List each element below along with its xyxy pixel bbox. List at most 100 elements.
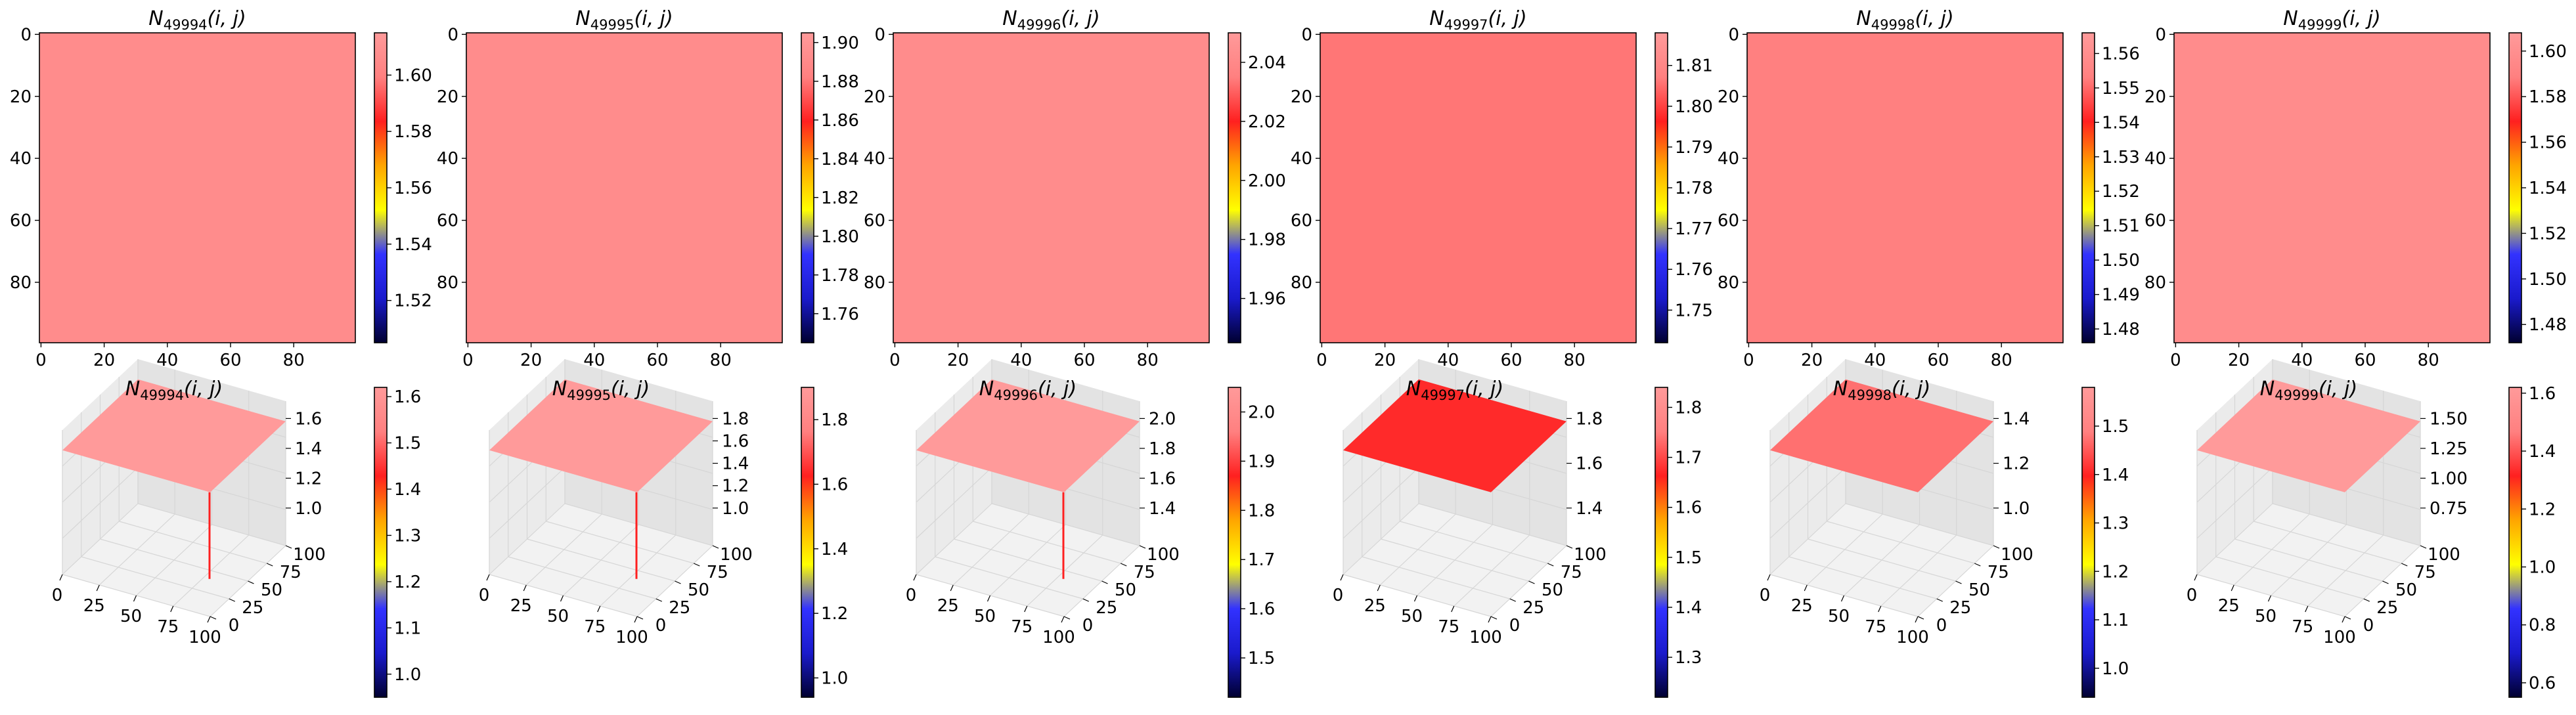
colorbar: [1654, 387, 1668, 698]
y-tick-label: 60: [2144, 211, 2166, 231]
x-tick-label: 0: [1333, 586, 1344, 605]
y-tick-label: 0: [874, 25, 885, 45]
z-tick-label: 1.4: [722, 454, 749, 474]
y-tick: [267, 563, 273, 567]
colorbar-tick-label: 1.0: [2529, 557, 2556, 577]
y-tick-label: 100: [1574, 545, 1607, 565]
colorbar-tick-label: 1.56: [394, 179, 432, 198]
colorbar-tick-label: 1.4: [1675, 598, 1702, 618]
z-tick-label: 1.4: [1149, 499, 1176, 519]
heatmap-panel: N49994(i, j)0 20 40 60 800204060801.521.541.…: [10, 7, 432, 370]
grid-line: [1769, 467, 1846, 539]
y-tick-label: 80: [10, 273, 32, 293]
y-tick-label: 60: [1718, 211, 1739, 231]
y-tick-label: 25: [669, 598, 690, 618]
y-tick-label: 100: [293, 545, 326, 565]
x-tick-label: 25: [83, 596, 105, 616]
colorbar-tick-label: 1.56: [2102, 44, 2140, 64]
colorbar-tick-label: 1.6: [1675, 498, 1702, 518]
y-tick-label: 50: [261, 580, 282, 600]
colorbar-tick-label: 1.79: [1675, 138, 1713, 158]
x-tick-label: 50: [974, 607, 996, 626]
x-tick: [170, 605, 174, 613]
x-tick-label: 20: [93, 351, 115, 370]
colorbar-tick-label: 1.5: [394, 434, 421, 454]
z-tick-label: 1.0: [2003, 499, 2030, 519]
y-tick: [1139, 545, 1146, 549]
x-tick: [1377, 584, 1381, 592]
colorbar-tick-label: 2.0: [1248, 402, 1275, 422]
y-tick: [712, 545, 719, 549]
grid-line: [564, 503, 713, 546]
y-tick-label: 60: [864, 211, 885, 231]
y-tick-label: 50: [2395, 580, 2417, 600]
x-tick: [96, 584, 100, 592]
grid-line: [2272, 503, 2421, 546]
colorbar-tick-label: 1.76: [1675, 260, 1713, 280]
colorbar-tick-label: 1.9: [1248, 452, 1275, 471]
y-tick-label: 75: [280, 563, 301, 582]
x-tick-label: 0: [462, 351, 474, 370]
z-tick-label: 1.0: [295, 499, 322, 519]
colorbar-tick-label: 1.78: [821, 266, 859, 286]
heatmap-frame: [39, 32, 356, 343]
grid-line: [1400, 521, 1548, 564]
x-tick-label: 60: [646, 351, 668, 370]
x-tick: [987, 595, 991, 602]
x-tick-label: 25: [1791, 596, 1813, 616]
grid-line: [137, 503, 286, 546]
colorbar-tick-label: 2.00: [1248, 171, 1286, 191]
y-tick: [655, 598, 662, 602]
z-tick-label: 1.2: [722, 477, 749, 496]
y-tick: [1936, 598, 1943, 602]
y-tick-label: 40: [1291, 149, 1312, 169]
y-tick: [1917, 616, 1924, 620]
heatmap-image: [1320, 33, 1636, 343]
x-tick: [1024, 605, 1028, 613]
x-tick-label: 75: [2292, 617, 2313, 637]
colorbar-tick-label: 1.80: [1675, 97, 1713, 117]
colorbar-tick-label: 1.52: [394, 292, 432, 311]
colorbar: [1228, 32, 1241, 343]
colorbar-tick-label: 1.4: [2102, 466, 2129, 485]
x-tick-label: 80: [283, 351, 305, 370]
z-tick-label: 2.0: [1149, 409, 1176, 429]
x-tick-label: 80: [2418, 351, 2439, 370]
z-tick-label: 1.2: [2003, 454, 2030, 474]
grid-line: [173, 534, 250, 607]
y-tick-label: 20: [1718, 87, 1739, 107]
y-tick: [1063, 616, 1071, 620]
y-tick: [1993, 545, 2000, 549]
y-tick-label: 0: [2363, 616, 2374, 636]
x-tick: [486, 574, 490, 581]
heatmap-frame: [1320, 32, 1637, 343]
colorbar: [801, 387, 814, 698]
y-tick-label: 20: [2144, 87, 2166, 107]
z-tick-label: 1.6: [1576, 454, 1603, 474]
y-tick-label: 75: [2414, 563, 2436, 582]
y-tick: [2382, 580, 2389, 584]
y-tick-label: 100: [2001, 545, 2033, 565]
colorbar-tick-label: 1.6: [2529, 384, 2556, 404]
colorbar: [1228, 387, 1241, 698]
x-tick-label: 25: [1364, 596, 1386, 616]
x-tick: [1804, 584, 1808, 592]
y-tick-label: 0: [20, 25, 32, 45]
x-tick-label: 60: [1073, 351, 1095, 370]
x-tick-label: 100: [1469, 628, 1502, 647]
x-tick-label: 0: [2170, 351, 2181, 370]
colorbar: [1654, 32, 1668, 343]
x-tick: [523, 584, 527, 592]
y-tick-label: 75: [1561, 563, 1582, 582]
y-tick-label: 25: [1522, 598, 1544, 618]
y-tick: [1509, 598, 1516, 602]
colorbar-tick-label: 1.7: [1248, 550, 1275, 570]
z-tick-label: 1.8: [1576, 409, 1603, 429]
heatmap-frame: [466, 32, 783, 343]
surface: [2197, 379, 2420, 492]
colorbar-tick-label: 2.04: [1248, 53, 1286, 73]
colorbar-tick-label: 1.52: [2102, 182, 2140, 202]
colorbar-tick-label: 1.60: [394, 66, 432, 85]
colorbar-tick-label: 1.75: [1675, 301, 1713, 320]
y-tick: [1547, 563, 1554, 567]
